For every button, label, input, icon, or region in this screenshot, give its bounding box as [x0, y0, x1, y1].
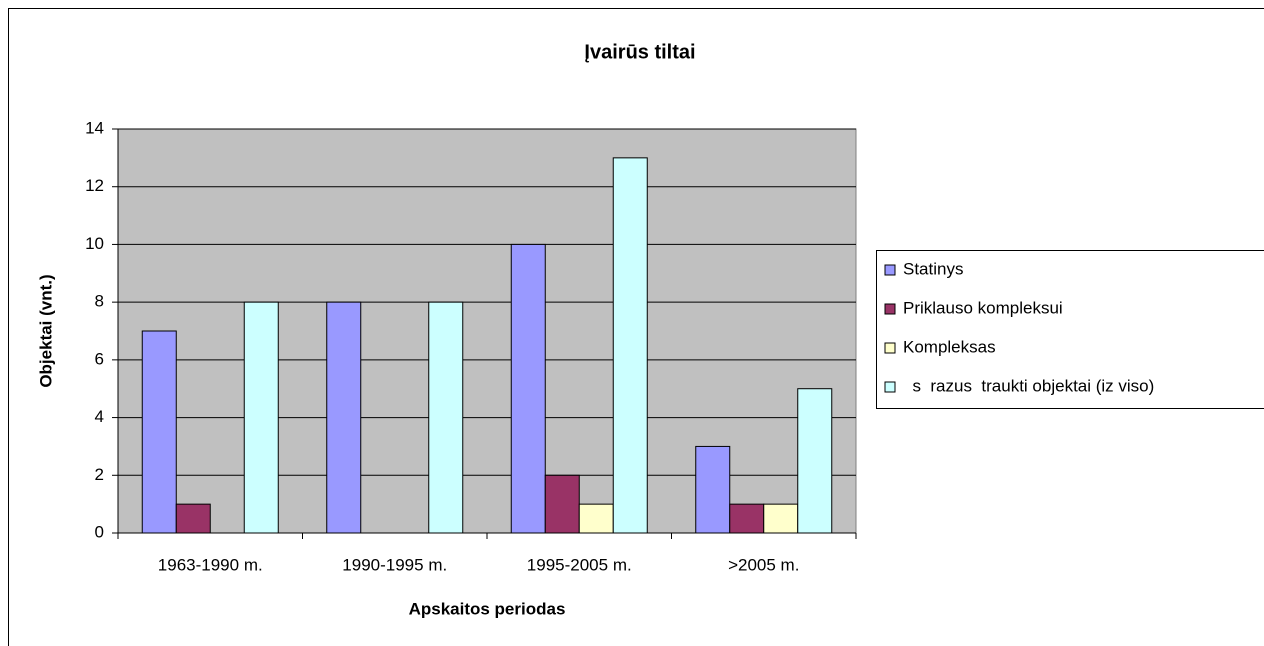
y-tick-label: 6 [95, 349, 104, 368]
x-tick-label: >2005 m. [728, 555, 799, 574]
bar [141, 330, 177, 534]
y-tick-label: 8 [95, 292, 104, 311]
legend-swatch [884, 264, 896, 276]
x-tick-label: 1963-1990 m. [158, 555, 263, 574]
y-tick-label: 10 [85, 234, 104, 253]
y-tick-label: 12 [85, 176, 104, 195]
plot-area [117, 128, 857, 534]
chart-title: Įvairūs tiltai [584, 41, 695, 63]
y-tick-label: 0 [95, 522, 104, 541]
y-tick-label: 14 [85, 118, 104, 137]
bar [729, 503, 765, 534]
bar [612, 157, 648, 534]
legend-label: s razus traukti objektai (iz viso) [903, 376, 1154, 395]
bar [243, 301, 279, 534]
bar [175, 503, 211, 534]
x-tick-label: 1995-2005 m. [527, 555, 632, 574]
x-tick-label: 1990-1995 m. [342, 555, 447, 574]
legend-swatch [884, 381, 896, 393]
bar [510, 243, 546, 534]
legend-label: Kompleksas [903, 337, 996, 356]
y-tick-label: 2 [95, 465, 104, 484]
legend-swatch [884, 342, 896, 354]
legend-swatch [884, 303, 896, 315]
bar [326, 301, 362, 534]
bar [578, 503, 614, 534]
legend-box [876, 250, 1264, 409]
bar [763, 503, 799, 534]
legend-label: Priklauso kompleksui [903, 298, 1063, 317]
y-axis-label: Objektai (vnt.) [36, 274, 55, 387]
legend-label: Statinys [903, 259, 963, 278]
x-axis-label: Apskaitos periodas [409, 599, 566, 618]
y-tick-label: 4 [95, 407, 104, 426]
bar [695, 445, 731, 534]
bar [797, 388, 833, 534]
bar [544, 474, 580, 534]
bar [428, 301, 464, 534]
